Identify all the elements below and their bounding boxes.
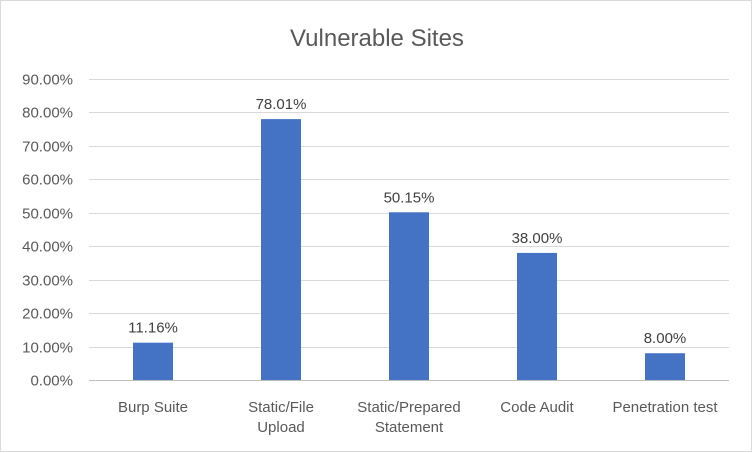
- x-category-label: Code Audit: [500, 399, 574, 416]
- bar: [261, 119, 301, 381]
- bar: [517, 252, 557, 380]
- y-tick-label: 50.00%: [22, 206, 73, 223]
- bar: [133, 342, 173, 380]
- y-tick-label: 20.00%: [22, 306, 73, 323]
- y-axis-ticks: 0.00% 10.00% 20.00% 30.00% 40.00% 50.00% 60.00…: [22, 72, 73, 390]
- y-tick-label: 40.00%: [22, 239, 73, 256]
- x-axis-categories: Burp Suite Static/File Upload Static/Prepar…: [118, 399, 718, 436]
- y-tick-label: 80.00%: [22, 105, 73, 122]
- y-tick-label: 60.00%: [22, 172, 73, 189]
- x-category-label: Static/File Upload: [248, 399, 314, 436]
- data-label: 11.16%: [128, 320, 178, 337]
- y-tick-label: 30.00%: [22, 273, 73, 290]
- x-category-label: Penetration test: [612, 399, 718, 416]
- data-label: 78.01%: [256, 96, 307, 113]
- data-labels: 11.16% 78.01% 50.15% 38.00% 8.00%: [128, 96, 686, 347]
- y-tick-label: 90.00%: [22, 72, 73, 89]
- chart-title: Vulnerable Sites: [290, 25, 464, 52]
- x-category-label: Burp Suite: [118, 399, 188, 416]
- data-label: 8.00%: [644, 330, 687, 347]
- data-label: 38.00%: [512, 230, 563, 247]
- bars: [133, 119, 685, 381]
- bar: [645, 353, 685, 380]
- bar: [389, 212, 429, 380]
- y-tick-label: 0.00%: [30, 373, 73, 390]
- x-category-label: Static/Prepared Statement: [357, 399, 460, 436]
- y-tick-label: 10.00%: [22, 340, 73, 357]
- data-label: 50.15%: [384, 189, 435, 206]
- y-tick-label: 70.00%: [22, 139, 73, 156]
